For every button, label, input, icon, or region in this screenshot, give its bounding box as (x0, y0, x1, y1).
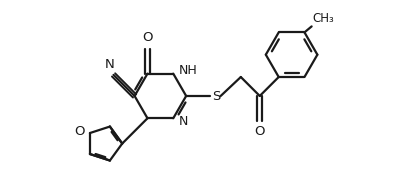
Text: N: N (104, 58, 114, 71)
Text: N: N (179, 115, 188, 128)
Text: S: S (212, 90, 221, 103)
Text: O: O (74, 125, 84, 138)
Text: O: O (142, 31, 153, 44)
Text: CH₃: CH₃ (312, 12, 334, 25)
Text: NH: NH (179, 64, 198, 77)
Text: O: O (255, 125, 265, 138)
